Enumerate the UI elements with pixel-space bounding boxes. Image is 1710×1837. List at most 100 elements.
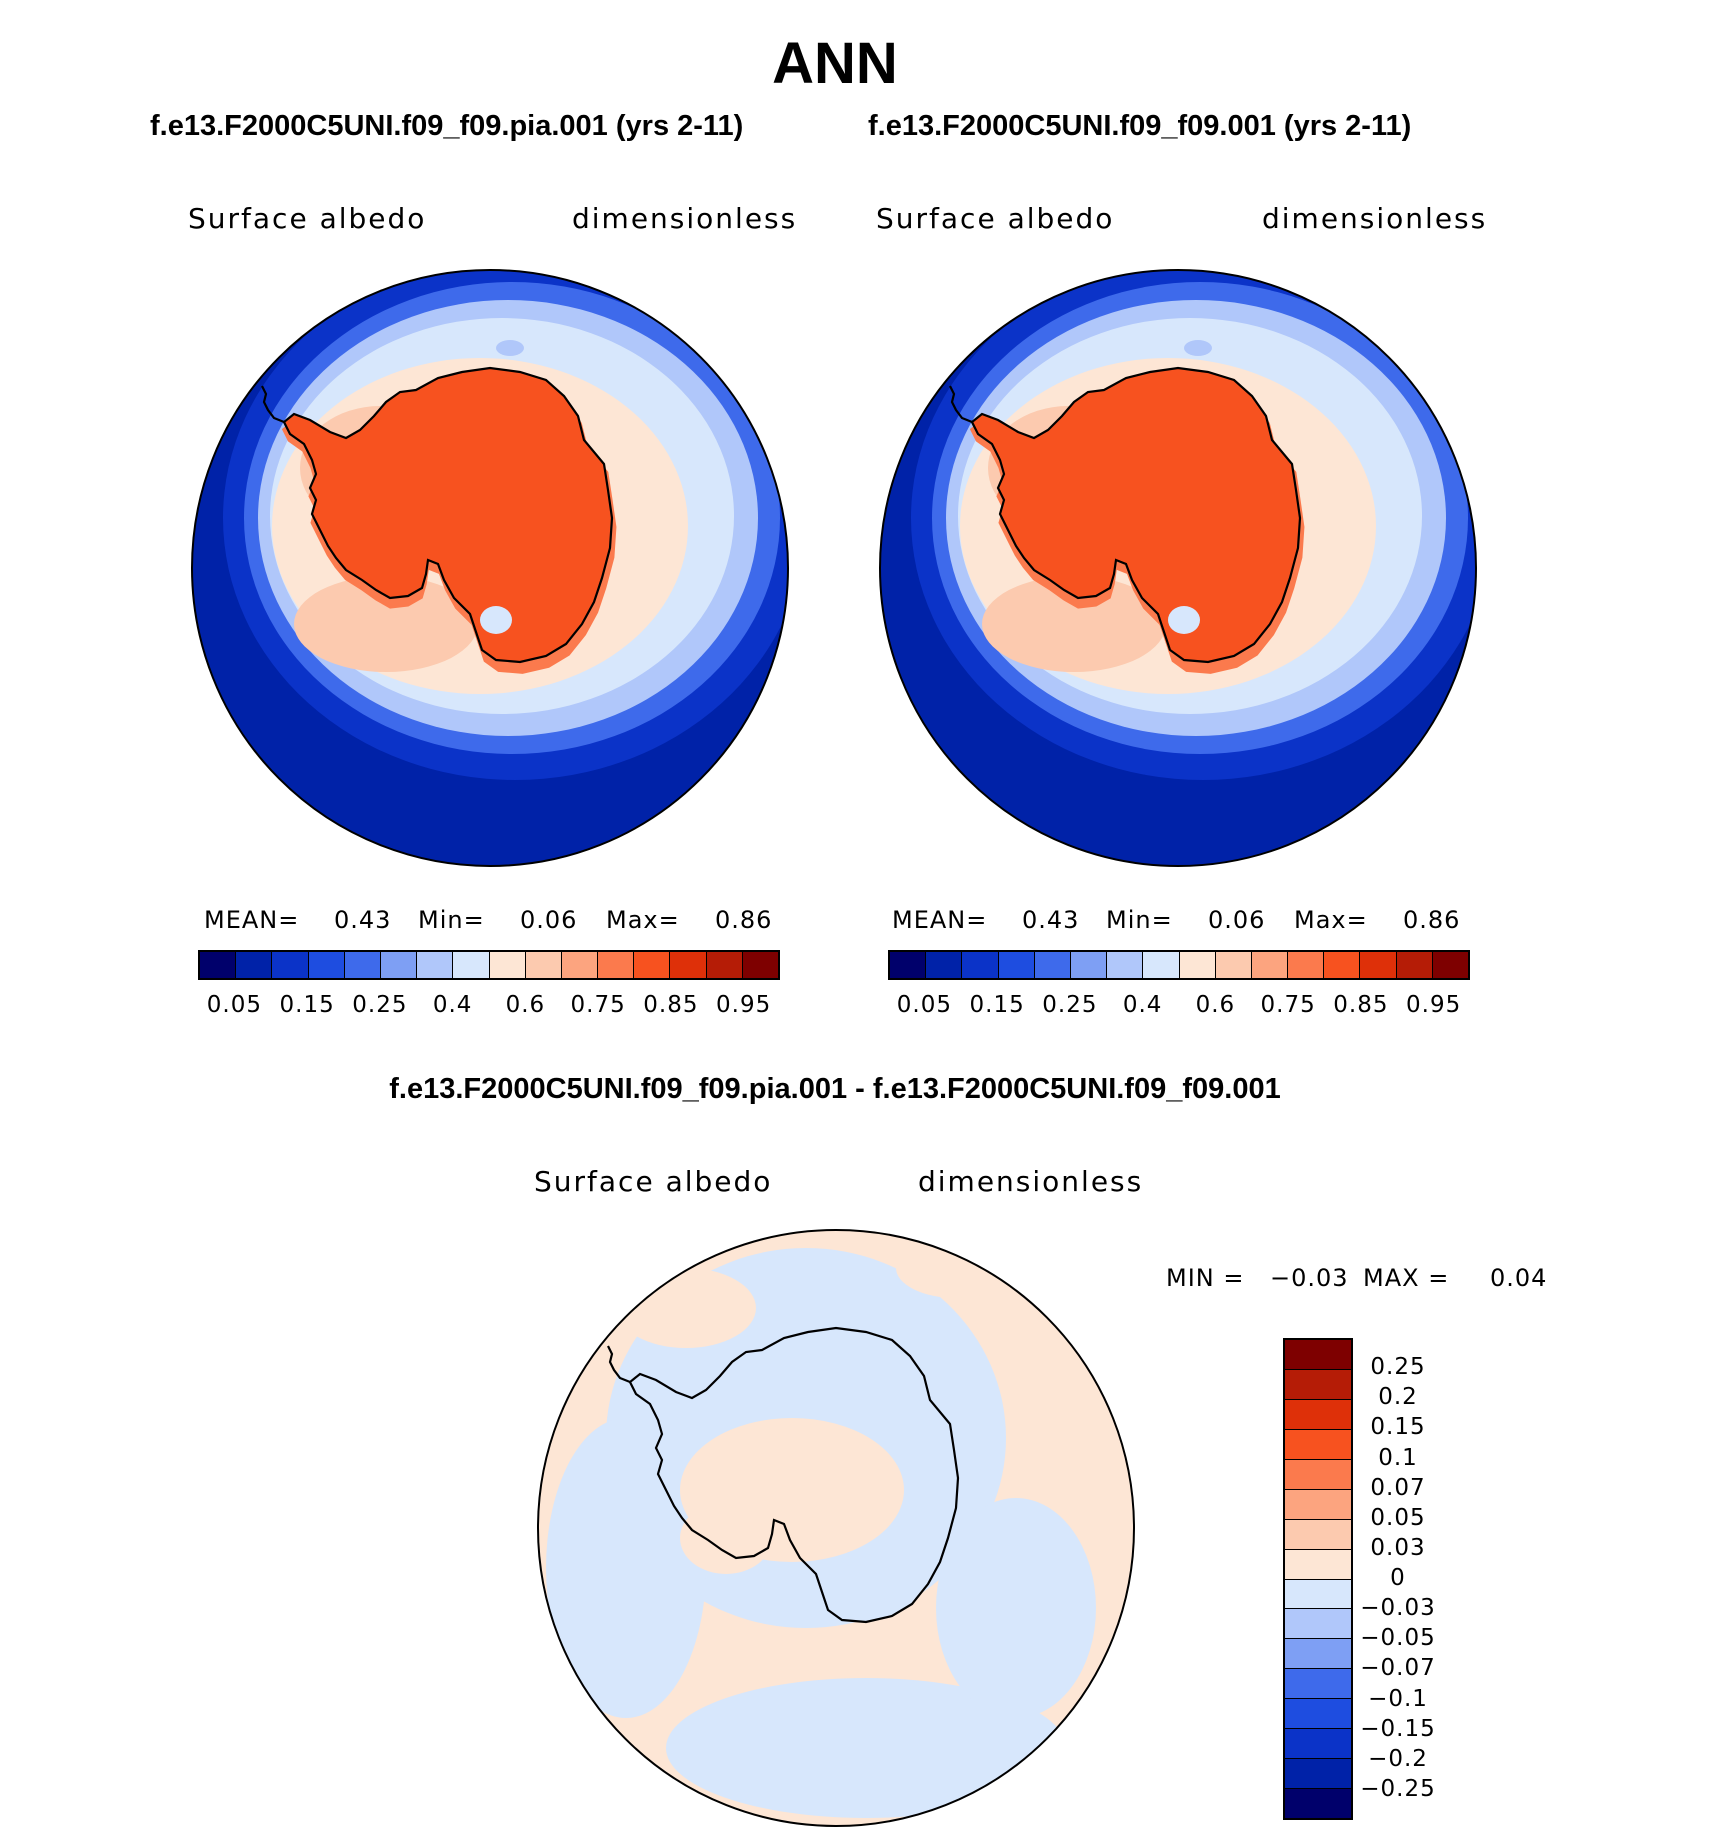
colorbar-tick-label: −0.05	[1360, 1625, 1436, 1652]
colorbar-swatch	[1360, 952, 1397, 978]
panel-2-polar-map	[879, 269, 1477, 867]
colorbar-tick-label: 0.2	[1378, 1384, 1418, 1411]
panel-1-colorbar	[198, 950, 780, 980]
peninsula-coastline	[261, 385, 285, 424]
colorbar-swatch	[1285, 1759, 1351, 1790]
colorbar-tick-label: 0.6	[505, 992, 546, 1018]
colorbar-tick-label: 0.15	[279, 992, 335, 1018]
colorbar-swatch	[1285, 1639, 1351, 1670]
colorbar-swatch	[926, 952, 963, 978]
colorbar-swatch	[742, 952, 778, 978]
colorbar-swatch	[1285, 1579, 1351, 1610]
colorbar-tick-label: 0.25	[352, 992, 408, 1018]
colorbar-swatch	[1285, 1489, 1351, 1520]
colorbar-tick-label: 0.75	[1260, 992, 1316, 1018]
map-border	[537, 1229, 1135, 1827]
colorbar-swatch	[670, 952, 707, 978]
colorbar-swatch	[1143, 952, 1180, 978]
panel-2-mean-label: MEAN=	[892, 906, 988, 934]
difference-polar-map	[537, 1229, 1135, 1827]
negative-anomaly	[936, 1498, 1096, 1718]
colorbar-tick-label: 0.95	[1406, 992, 1462, 1018]
panel-2-max-value: 0.86	[1403, 906, 1461, 934]
difference-min-value: −0.03	[1270, 1264, 1349, 1292]
colorbar-swatch	[1324, 952, 1361, 978]
panel-1-case-title: f.e13.F2000C5UNI.f09_f09.pia.001 (yrs 2-…	[150, 110, 744, 142]
colorbar-swatch	[561, 952, 599, 978]
colorbar-swatch	[272, 952, 309, 978]
colorbar-swatch	[598, 952, 635, 978]
colorbar-swatch	[453, 952, 490, 978]
colorbar-tick-label: 0.05	[896, 992, 952, 1018]
panel-1-min-label: Min=	[418, 906, 485, 934]
colorbar-swatch	[1285, 1609, 1351, 1640]
colorbar-swatch	[1285, 1519, 1351, 1550]
colorbar-tick-label: −0.15	[1360, 1715, 1436, 1742]
colorbar-swatch	[236, 952, 273, 978]
map-field	[538, 1230, 1134, 1826]
colorbar-tick-label: −0.03	[1360, 1595, 1436, 1622]
colorbar-swatch	[1251, 952, 1289, 978]
colorbar-swatch	[1285, 1340, 1351, 1370]
colorbar-swatch	[962, 952, 999, 978]
colorbar-tick-label: 0	[1390, 1565, 1406, 1591]
colorbar-swatch	[1285, 1459, 1351, 1490]
panel-1-max-label: Max=	[606, 906, 680, 934]
colorbar-tick-label: 0.6	[1195, 992, 1236, 1018]
positive-anomaly	[896, 1238, 1016, 1298]
colorbar-swatch	[1107, 952, 1144, 978]
colorbar-swatch	[1396, 952, 1433, 978]
panel-2-min-value: 0.06	[1208, 906, 1266, 934]
map-border	[879, 269, 1477, 867]
colorbar-tick-label: 0.07	[1370, 1474, 1426, 1501]
peninsula-coastline	[607, 1345, 631, 1384]
polynya	[496, 340, 524, 356]
panel-2-max-label: Max=	[1294, 906, 1368, 934]
panel-2-colorbar	[888, 950, 1470, 980]
antarctica-high-albedo	[284, 368, 612, 662]
difference-case-title: f.e13.F2000C5UNI.f09_f09.pia.001 - f.e13…	[389, 1073, 1281, 1105]
ice-shelf-region	[294, 576, 478, 672]
panel-1-units: dimensionless	[572, 202, 798, 235]
panel-2-variable: Surface albedo	[876, 202, 1115, 235]
colorbar-swatch	[1285, 1669, 1351, 1700]
colorbar-swatch	[1034, 952, 1071, 978]
colorbar-swatch	[706, 952, 743, 978]
map-field	[192, 270, 788, 866]
antarctica-high-albedo	[972, 368, 1300, 662]
colorbar-tick-label: 0.15	[969, 992, 1025, 1018]
panel-1-mean-label: MEAN=	[204, 906, 300, 934]
negative-anomaly	[546, 1418, 706, 1718]
colorbar-tick-label: −0.25	[1360, 1775, 1436, 1802]
difference-variable: Surface albedo	[534, 1165, 773, 1198]
panel-1-mean-value: 0.43	[334, 906, 392, 934]
positive-anomaly	[1016, 1278, 1134, 1418]
colorbar-tick-label: 0.25	[1042, 992, 1098, 1018]
polynya	[1184, 340, 1212, 356]
colorbar-tick-label: 0.4	[1122, 992, 1163, 1018]
panel-1-variable: Surface albedo	[188, 202, 427, 235]
colorbar-swatch	[200, 952, 237, 978]
colorbar-swatch	[1288, 952, 1325, 978]
positive-anomaly	[616, 1268, 756, 1348]
colorbar-swatch	[1179, 952, 1216, 978]
colorbar-swatch	[525, 952, 562, 978]
colorbar-swatch	[998, 952, 1035, 978]
panel-1-polar-map	[191, 269, 789, 867]
colorbar-tick-label: 0.85	[643, 992, 699, 1018]
colorbar-swatch	[1285, 1369, 1351, 1400]
colorbar-tick-label: 0.1	[1378, 1444, 1418, 1471]
panel-2-case-title: f.e13.F2000C5UNI.f09_f09.001 (yrs 2-11)	[868, 110, 1412, 142]
coastline	[282, 366, 614, 664]
positive-anomaly	[680, 1502, 772, 1574]
map-border	[191, 269, 789, 867]
colorbar-tick-label: 0.75	[570, 992, 626, 1018]
panel-2-units: dimensionless	[1262, 202, 1488, 235]
colorbar-tick-label: 0.4	[432, 992, 473, 1018]
colorbar-swatch	[417, 952, 454, 978]
colorbar-tick-label: −0.1	[1368, 1685, 1428, 1712]
colorbar-swatch	[344, 952, 381, 978]
colorbar-swatch	[308, 952, 345, 978]
colorbar-swatch	[634, 952, 671, 978]
colorbar-swatch	[1285, 1399, 1351, 1430]
